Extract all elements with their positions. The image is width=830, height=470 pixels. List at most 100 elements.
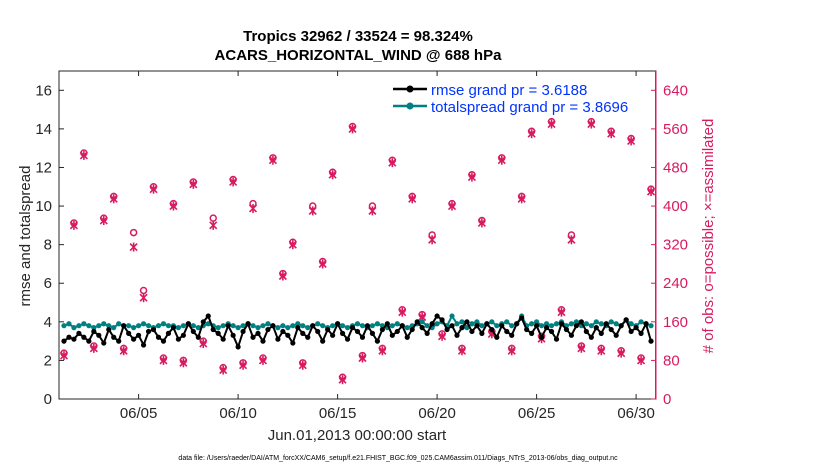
y2-tick-label: 400 [663,198,688,215]
spread-point [573,319,580,325]
obs-assimilated-point [398,307,407,317]
obs-assimilated-point [308,206,317,216]
rmse-point [424,330,430,336]
rmse-point [469,328,475,335]
rmse-point [121,323,127,329]
obs-assimilated-point [348,124,357,134]
obs-assimilated-point [646,187,656,197]
obs-assimilated-point [179,358,188,368]
rmse-point [145,328,152,335]
obs-possible-point [129,228,138,237]
obs-assimilated-point [219,365,228,375]
obs-assimilated-point [328,170,337,180]
obs-assimilated-point [378,346,387,356]
spread-point [131,325,137,331]
spread-point [101,321,107,327]
legend-marker-rmse [406,85,414,93]
rmse-point [61,338,67,344]
rmse-point [578,319,584,325]
rmse-point [499,323,505,329]
obs-assimilated-point [69,220,78,230]
rmse-point [185,321,191,327]
rmse-point [180,332,186,338]
obs-assimilated-point [258,355,268,365]
obs-assimilated-point [567,235,576,245]
obs-assimilated-point [189,179,198,189]
rmse-point [608,326,614,333]
spread-point [305,325,311,331]
obs-assimilated-point [149,184,158,194]
obs-assimilated-point [318,259,327,269]
rmse-point [344,336,351,342]
spread-point [111,325,117,331]
rmse-point [439,317,445,323]
spread-point [424,323,430,329]
rmse-point [514,321,520,327]
spread-point [220,323,226,329]
spread-point [330,323,336,329]
spread-point [454,321,460,327]
spread-point [474,319,480,325]
rmse-point [170,325,177,331]
rmse-point [315,328,321,335]
rmse-point [459,325,465,331]
y-tick-label: 6 [44,275,52,292]
obs-assimilated-point [59,351,69,361]
spread-point [608,319,614,325]
rmse-point [255,330,261,336]
obs-assimilated-point [507,346,516,356]
spread-point [469,321,475,327]
rmse-point [270,323,276,329]
rmse-point [349,325,356,331]
rmse-point [310,323,316,329]
rmse-point [295,325,301,331]
obs-counts-layer [59,117,656,385]
rmse-point [558,321,565,327]
obs-assimilated-point [368,206,377,216]
y2-tick-label: 560 [663,121,688,138]
rmse-point [260,338,266,344]
spread-point [419,319,425,325]
spread-point [260,323,266,329]
spread-point [215,325,221,331]
rmse-point [275,336,281,342]
spread-point [339,323,346,329]
spread-point [504,319,510,325]
obs-assimilated-point [358,353,367,363]
spread-point [290,323,296,329]
y-tick-label: 10 [35,198,52,215]
obs-assimilated-point [99,216,108,226]
obs-assimilated-point [129,242,138,252]
x-axis-label: Jun.01,2013 00:00:00 start [268,427,447,444]
legend-label-rmse: rmse grand pr = 3.6188 [431,82,587,99]
obs-assimilated-point [89,343,98,353]
rmse-point [504,328,510,335]
rmse-point [419,325,425,331]
obs-assimilated-point [139,293,148,303]
rmse-point [399,323,405,329]
rmse-point [643,321,649,327]
spread-point [155,323,162,329]
obs-assimilated-point [617,348,626,358]
rmse-point [369,330,376,336]
y-axis-right-label: # of obs: o=possible; ×=assimilated [700,119,717,354]
obs-assimilated-point [428,235,437,245]
spread-point [394,321,400,327]
spread-point [538,323,545,329]
footnote: data file: /Users/raeder/DAI/ATM_forcXX/… [178,455,618,462]
spread-point [195,325,201,331]
rmse-point [529,330,535,336]
spread-point [344,325,351,331]
rmse-point [235,344,241,350]
rmse-point [205,313,211,319]
x-tick-label: 06/20 [418,405,456,422]
rmse-point [509,332,515,338]
rmse-point [81,334,87,340]
rmse-point [230,332,236,338]
spread-point [136,323,142,329]
rmse-point [568,332,575,338]
rmse-point [429,321,435,327]
rmse-point [195,334,201,340]
spread-point [205,321,211,327]
y-tick-label: 0 [44,391,52,408]
